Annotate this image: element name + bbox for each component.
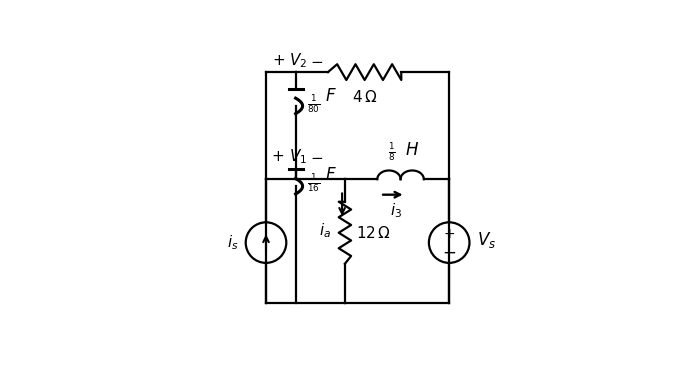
Text: $-$: $-$ — [442, 242, 456, 260]
Text: $F$: $F$ — [325, 166, 337, 184]
Text: $\frac{1}{8}$: $\frac{1}{8}$ — [389, 142, 396, 163]
Text: $-$: $-$ — [310, 53, 324, 68]
Text: $i_3$: $i_3$ — [390, 202, 402, 220]
Text: $\frac{1}{16}$: $\frac{1}{16}$ — [307, 172, 320, 194]
Text: $V_s$: $V_s$ — [477, 230, 496, 250]
Text: $4\,\Omega$: $4\,\Omega$ — [352, 89, 378, 105]
Text: $F$: $F$ — [325, 87, 337, 105]
Text: $12\,\Omega$: $12\,\Omega$ — [356, 225, 391, 241]
Text: $V_1$: $V_1$ — [289, 147, 308, 166]
Text: $V_2$: $V_2$ — [289, 52, 308, 70]
Text: $+$: $+$ — [272, 53, 285, 68]
Text: $\frac{1}{80}$: $\frac{1}{80}$ — [307, 94, 320, 115]
Text: $i_a$: $i_a$ — [319, 221, 331, 240]
Text: $-$: $-$ — [310, 149, 324, 164]
Text: $+$: $+$ — [443, 227, 456, 241]
Text: $+$: $+$ — [271, 149, 284, 164]
Text: $i_s$: $i_s$ — [227, 233, 239, 252]
Text: $H$: $H$ — [405, 141, 419, 158]
